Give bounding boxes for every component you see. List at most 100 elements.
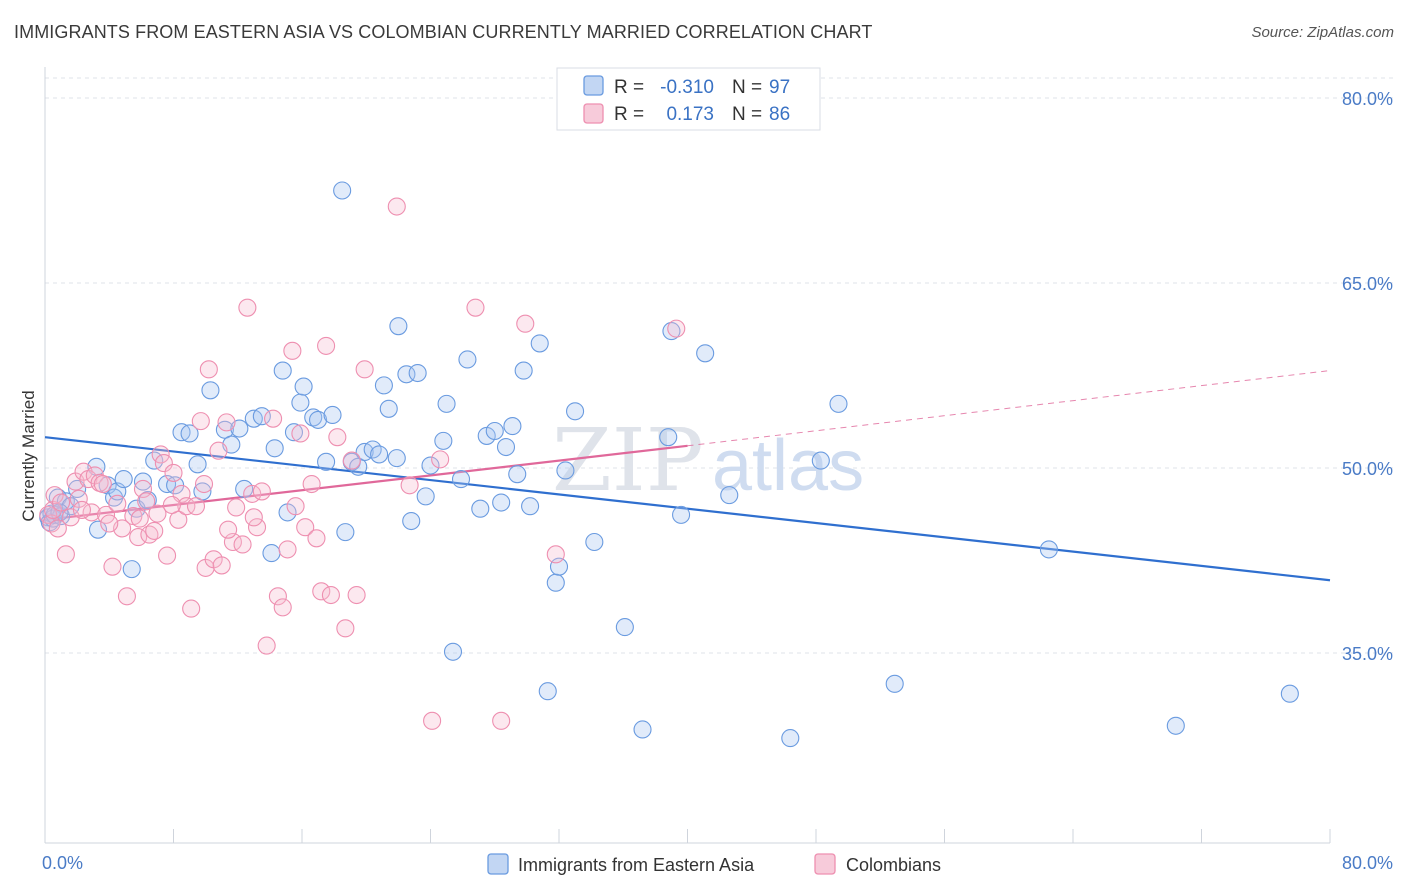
point-colombians bbox=[317, 336, 336, 355]
point-colombians bbox=[61, 508, 80, 527]
point-colombians bbox=[103, 557, 122, 576]
data-points bbox=[39, 181, 1299, 748]
point-eastern-asia bbox=[252, 407, 271, 426]
legend-pink-swatch bbox=[814, 853, 836, 875]
x-tick-label: 80.0% bbox=[1342, 853, 1393, 873]
stats-blue-swatch bbox=[583, 75, 604, 96]
point-eastern-asia bbox=[122, 560, 141, 579]
point-eastern-asia bbox=[633, 720, 652, 739]
point-eastern-asia bbox=[402, 511, 421, 531]
point-colombians bbox=[177, 497, 196, 516]
point-colombians bbox=[100, 514, 119, 533]
point-eastern-asia bbox=[284, 423, 304, 442]
stats-blue-r-label: R = bbox=[614, 77, 644, 98]
point-eastern-asia bbox=[508, 465, 527, 484]
point-eastern-asia bbox=[304, 408, 323, 427]
point-eastern-asia bbox=[188, 455, 207, 474]
point-colombians bbox=[400, 476, 419, 495]
point-eastern-asia bbox=[496, 437, 516, 457]
point-eastern-asia bbox=[514, 361, 533, 380]
y-axis-label: Currently Married bbox=[19, 390, 38, 521]
point-colombians bbox=[278, 540, 297, 559]
point-eastern-asia bbox=[521, 497, 540, 516]
point-colombians bbox=[273, 598, 292, 617]
point-eastern-asia bbox=[434, 431, 453, 450]
legend-blue-label: Immigrants from Eastern Asia bbox=[518, 855, 755, 875]
point-colombians bbox=[48, 519, 67, 538]
point-eastern-asia bbox=[492, 493, 511, 512]
point-colombians bbox=[129, 528, 148, 547]
point-eastern-asia bbox=[1280, 684, 1299, 703]
point-colombians bbox=[194, 474, 214, 494]
point-colombians bbox=[56, 545, 75, 564]
point-colombians bbox=[130, 509, 149, 528]
point-eastern-asia bbox=[662, 322, 681, 341]
point-colombians bbox=[466, 298, 485, 317]
point-eastern-asia bbox=[389, 317, 408, 336]
point-eastern-asia bbox=[421, 456, 440, 475]
stats-pink-n-value: 86 bbox=[769, 104, 790, 125]
point-eastern-asia bbox=[416, 487, 435, 506]
point-eastern-asia bbox=[201, 381, 220, 400]
point-colombians bbox=[286, 497, 305, 516]
point-colombians bbox=[257, 636, 276, 655]
point-eastern-asia bbox=[443, 642, 463, 661]
point-eastern-asia bbox=[659, 428, 678, 447]
y-tick-label: 65.0% bbox=[1342, 274, 1393, 294]
point-colombians bbox=[191, 412, 210, 431]
point-eastern-asia bbox=[336, 523, 355, 542]
point-colombians bbox=[45, 486, 64, 505]
point-colombians bbox=[93, 474, 112, 494]
point-eastern-asia bbox=[538, 682, 557, 701]
point-colombians bbox=[321, 585, 340, 605]
point-colombians bbox=[252, 482, 271, 501]
point-eastern-asia bbox=[323, 405, 342, 425]
x-tick-label: 0.0% bbox=[42, 853, 83, 873]
point-eastern-asia bbox=[374, 376, 393, 395]
point-colombians bbox=[52, 493, 71, 512]
point-colombians bbox=[296, 518, 315, 537]
point-eastern-asia bbox=[885, 674, 904, 693]
stats-pink-r-label: R = bbox=[614, 104, 644, 125]
point-colombians bbox=[342, 451, 361, 470]
point-colombians bbox=[72, 500, 91, 519]
point-colombians bbox=[199, 360, 218, 379]
gridlines bbox=[45, 77, 1393, 654]
point-eastern-asia bbox=[696, 344, 715, 363]
point-eastern-asia bbox=[317, 452, 336, 471]
point-colombians bbox=[283, 341, 302, 360]
point-colombians bbox=[546, 545, 565, 564]
point-colombians bbox=[336, 619, 355, 638]
point-colombians bbox=[145, 521, 164, 540]
point-colombians bbox=[302, 474, 321, 494]
point-colombians bbox=[117, 587, 136, 606]
point-colombians bbox=[328, 428, 347, 447]
watermark-zip: ZIP bbox=[552, 411, 704, 511]
point-eastern-asia bbox=[379, 399, 398, 418]
point-eastern-asia bbox=[556, 461, 575, 480]
point-colombians bbox=[492, 711, 511, 730]
point-eastern-asia bbox=[370, 445, 389, 464]
point-colombians bbox=[209, 441, 228, 460]
point-eastern-asia bbox=[781, 729, 800, 748]
point-eastern-asia bbox=[585, 532, 604, 552]
legend-pink-label: Colombians bbox=[846, 855, 941, 875]
point-colombians bbox=[108, 494, 127, 513]
point-eastern-asia bbox=[88, 520, 108, 539]
point-colombians bbox=[238, 298, 257, 317]
point-eastern-asia bbox=[265, 439, 284, 458]
point-colombians bbox=[423, 711, 442, 730]
point-colombians bbox=[212, 556, 231, 575]
point-eastern-asia bbox=[1039, 540, 1058, 559]
point-eastern-asia bbox=[829, 394, 848, 413]
point-eastern-asia bbox=[180, 424, 199, 443]
point-colombians bbox=[264, 409, 283, 428]
point-eastern-asia bbox=[720, 486, 739, 505]
point-colombians bbox=[162, 495, 181, 515]
point-eastern-asia bbox=[485, 421, 504, 441]
point-colombians bbox=[431, 450, 450, 469]
stats-box: R = -0.310 N = 97 R = 0.173 N = 86 bbox=[556, 67, 821, 131]
chart-title: IMMIGRANTS FROM EASTERN ASIA VS COLOMBIA… bbox=[14, 22, 873, 42]
legend: Immigrants from Eastern Asia Colombians bbox=[487, 853, 941, 875]
stats-pink-swatch bbox=[583, 103, 604, 124]
